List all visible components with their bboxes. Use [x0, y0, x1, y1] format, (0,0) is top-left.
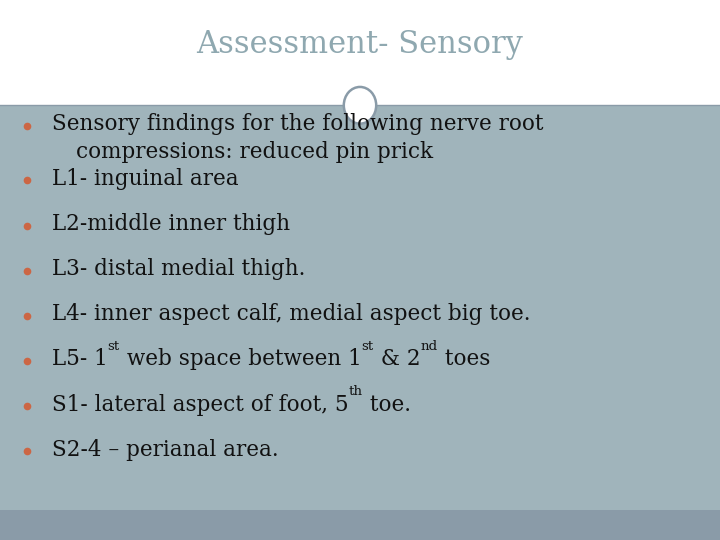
FancyBboxPatch shape [0, 0, 720, 105]
Text: L5- 1: L5- 1 [52, 348, 107, 370]
FancyBboxPatch shape [0, 105, 720, 510]
Text: web space between 1: web space between 1 [120, 348, 361, 370]
Text: Assessment- Sensory: Assessment- Sensory [197, 29, 523, 60]
Text: L2-middle inner thigh: L2-middle inner thigh [52, 213, 290, 235]
Ellipse shape [344, 87, 376, 124]
Text: & 2: & 2 [374, 348, 420, 370]
Text: st: st [107, 340, 120, 353]
Text: L4- inner aspect calf, medial aspect big toe.: L4- inner aspect calf, medial aspect big… [52, 303, 531, 325]
Text: toe.: toe. [363, 394, 410, 416]
Text: S2-4 – perianal area.: S2-4 – perianal area. [52, 438, 279, 461]
Text: st: st [361, 340, 374, 353]
Text: L3- distal medial thigh.: L3- distal medial thigh. [52, 258, 305, 280]
Text: toes: toes [438, 348, 490, 370]
FancyBboxPatch shape [0, 510, 720, 540]
Text: compressions: reduced pin prick: compressions: reduced pin prick [76, 141, 433, 163]
Text: th: th [348, 385, 363, 398]
Text: S1- lateral aspect of foot, 5: S1- lateral aspect of foot, 5 [52, 394, 348, 416]
Text: Sensory findings for the following nerve root: Sensory findings for the following nerve… [52, 113, 544, 135]
Text: nd: nd [420, 340, 438, 353]
Text: L1- inguinal area: L1- inguinal area [52, 168, 238, 190]
